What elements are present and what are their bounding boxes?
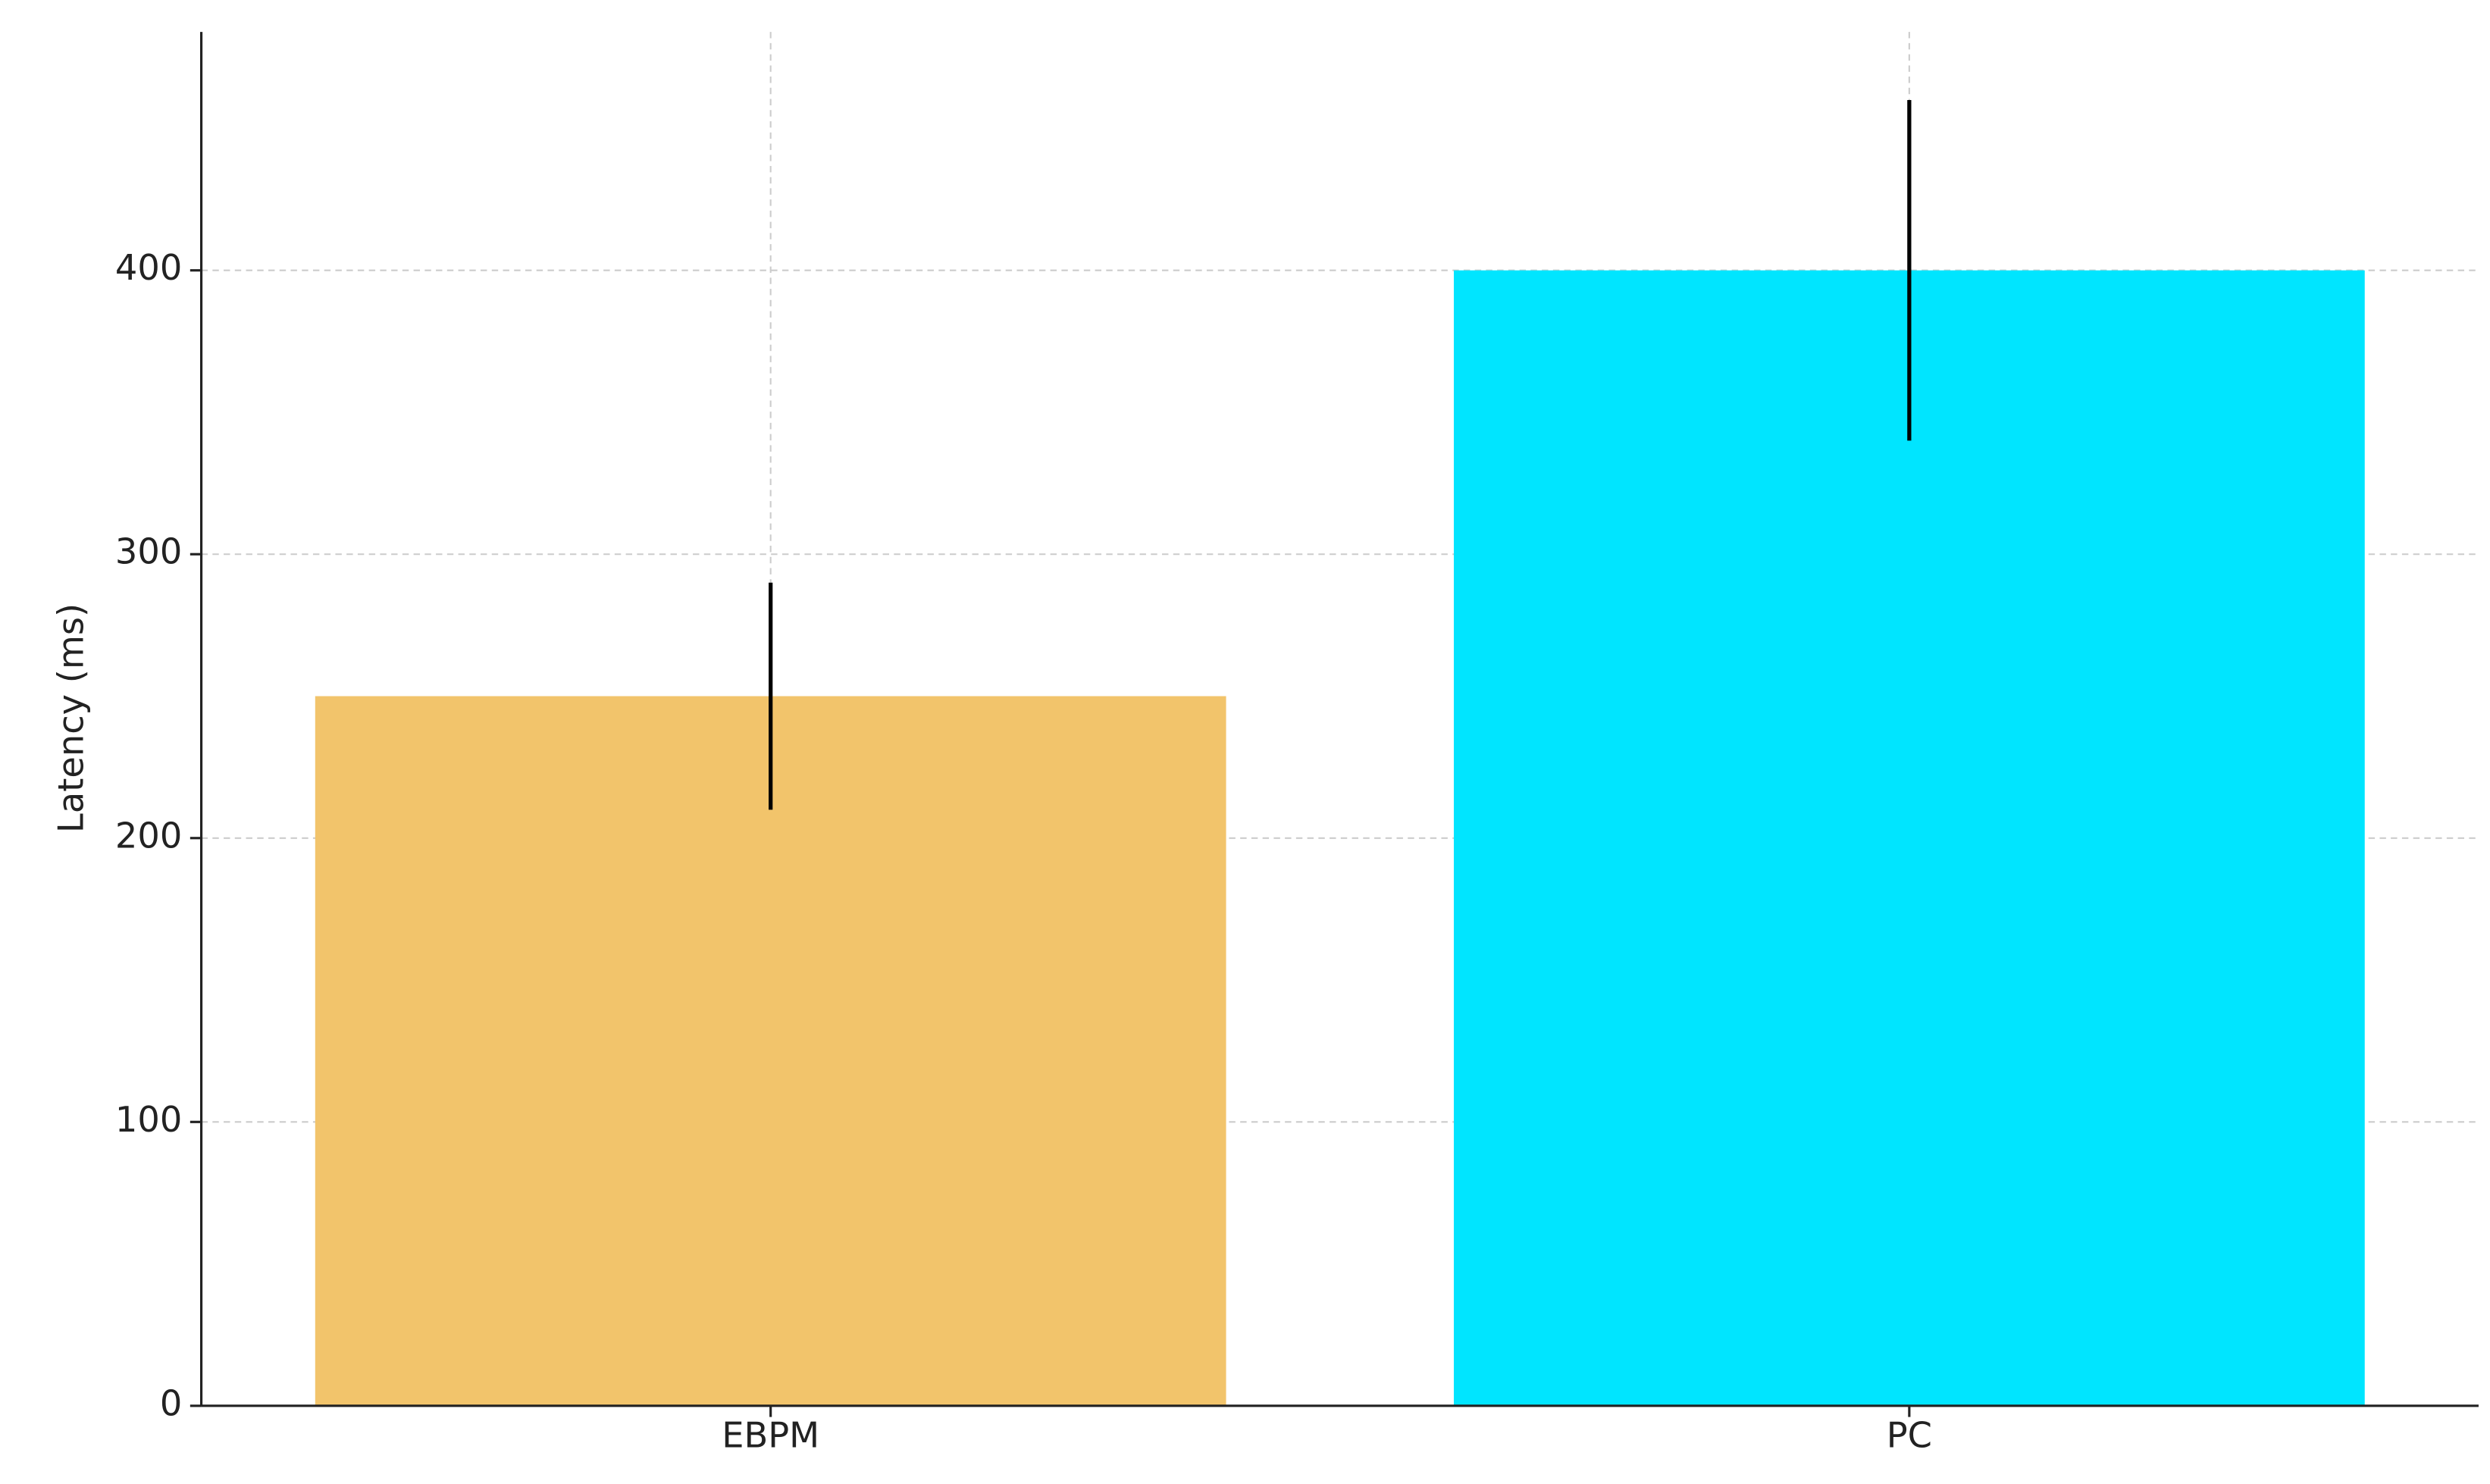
y-tick-label: 400: [115, 247, 182, 288]
y-tick-label: 200: [115, 815, 182, 856]
bar: [315, 696, 1226, 1406]
y-axis-label: Latency (ms): [51, 603, 92, 833]
y-tick-label: 0: [160, 1382, 182, 1423]
y-tick-label: 100: [115, 1099, 182, 1140]
y-tick-label: 300: [115, 531, 182, 572]
bar: [1453, 270, 2365, 1406]
x-tick-label: PC: [1887, 1414, 1932, 1455]
x-tick-label: EBPM: [722, 1414, 819, 1455]
